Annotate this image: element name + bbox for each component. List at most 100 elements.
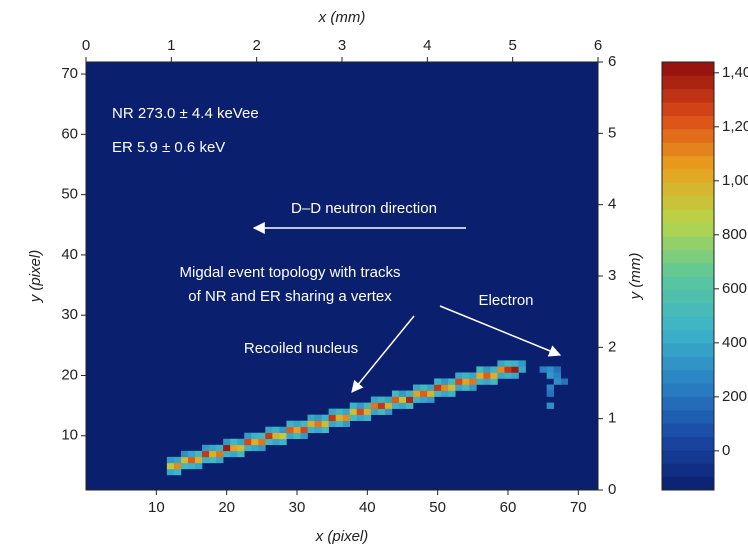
x-tick-label: 60 (500, 499, 517, 516)
y-axis-label: y (pixel) (27, 250, 44, 304)
heatmap-cell (511, 372, 519, 379)
y-tick-label: 30 (61, 306, 78, 323)
heatmap-cell (384, 408, 393, 415)
heatmap-cell (434, 384, 442, 391)
heatmap-cell (173, 462, 182, 470)
heatmap-cell (321, 414, 329, 421)
heatmap-cell (251, 438, 259, 446)
heatmap-cell (384, 396, 393, 403)
colorbar-band (662, 396, 714, 411)
heatmap-cell (209, 456, 217, 464)
y2-tick-label: 3 (608, 267, 616, 284)
heatmap-cell (553, 366, 562, 373)
heatmap-cell (230, 444, 238, 452)
heatmap-cell (511, 366, 519, 373)
heatmap-cell (202, 450, 210, 458)
heatmap-cell (180, 450, 189, 458)
colorbar-tick-label: 400 (722, 334, 747, 351)
heatmap-cell (202, 444, 210, 452)
heatmap-cell (349, 414, 358, 421)
heatmap-cell (251, 444, 259, 452)
y-tick-label: 60 (61, 125, 78, 142)
heatmap-cell (469, 372, 477, 379)
heatmap-cell (202, 456, 210, 464)
heatmap-cell (448, 384, 456, 391)
heatmap-cell (441, 378, 449, 385)
heatmap-cell (546, 384, 554, 391)
heatmap-cell (265, 438, 273, 446)
x-axis-label: x (pixel) (315, 528, 369, 545)
heatmap-cell (539, 366, 547, 373)
colorbar-band (662, 62, 714, 76)
colorbar-band (662, 235, 714, 250)
heatmap-cell (391, 396, 400, 403)
heatmap-cell (265, 426, 273, 434)
heatmap-cell (314, 414, 322, 421)
annotation: Migdal event topology with tracks (180, 264, 401, 281)
heatmap-cell (384, 402, 393, 409)
heatmap-cell (413, 384, 421, 391)
x2-tick-label: 0 (82, 37, 90, 54)
colorbar-tick-label: 0 (722, 442, 730, 459)
heatmap-cell (180, 462, 189, 470)
heatmap-cell (434, 378, 442, 385)
heatmap-cell (216, 444, 224, 452)
colorbar-band (662, 463, 714, 478)
heatmap-cell (180, 456, 189, 464)
colorbar-band (662, 209, 714, 223)
heatmap-cell (420, 384, 428, 391)
heatmap-cell (427, 390, 435, 397)
heatmap-cell (553, 378, 562, 385)
heatmap-cell (462, 378, 470, 385)
heatmap-cell (173, 456, 182, 464)
heatmap-cell (223, 444, 231, 452)
heatmap-cell (455, 372, 463, 379)
heatmap-cell (490, 372, 498, 379)
heatmap-cell (293, 432, 301, 440)
heatmap-cell (300, 432, 308, 440)
y-tick-label: 50 (61, 186, 78, 203)
annotations: NR 273.0 ± 4.4 keVee ER 5.9 ± 0.6 keV D–… (112, 105, 562, 393)
colorbar-tick-label: 1,400 (722, 64, 748, 81)
colorbar-band (662, 383, 714, 397)
heatmap-cell (413, 396, 421, 403)
heatmap-cell (349, 408, 358, 415)
heatmap-cell (166, 462, 175, 470)
heatmap-cell (230, 438, 238, 446)
x2-tick-label: 5 (508, 37, 516, 54)
heatmap-cell (216, 450, 224, 458)
colorbar-band (662, 142, 714, 157)
colorbar-band (662, 342, 714, 357)
heatmap-cell (398, 390, 407, 397)
x-tick-label: 30 (289, 499, 306, 516)
heatmap-cell (307, 420, 315, 428)
heatmap-cell (328, 414, 336, 421)
heatmap-cell (518, 360, 526, 367)
y2-axis-label: y (mm) (627, 253, 644, 301)
heatmap-cell (321, 420, 329, 428)
colorbar-band (662, 222, 714, 237)
heatmap-cell (469, 384, 477, 391)
heatmap-cell (406, 402, 414, 409)
heatmap-cell (173, 468, 182, 476)
heatmap-cell (286, 420, 294, 428)
heatmap-cell (286, 432, 294, 440)
heatmap-cell (476, 378, 484, 385)
heatmap-cell (195, 450, 203, 458)
colorbar-band (662, 316, 714, 330)
heatmap-cell (272, 432, 280, 440)
heatmap-cell (272, 438, 280, 446)
colorbar-band (662, 102, 714, 116)
y2-tick-label: 6 (608, 53, 616, 70)
y-tick-label: 40 (61, 246, 78, 263)
colorbar-band (662, 75, 714, 90)
x2-tick-label: 1 (167, 37, 175, 54)
y-tick-label: 20 (61, 366, 78, 383)
heatmap-cell (258, 432, 266, 440)
heatmap-cell (300, 420, 308, 428)
arrow (351, 315, 415, 393)
heatmap-cell (335, 414, 344, 421)
colorbar-band (662, 302, 714, 317)
heatmap-cell (455, 384, 463, 391)
